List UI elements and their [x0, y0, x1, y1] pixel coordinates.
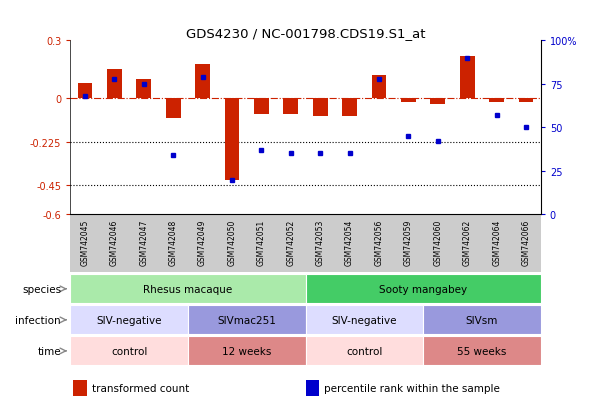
Text: control: control — [346, 346, 382, 356]
Bar — [431, 99, 445, 105]
Text: GSM742066: GSM742066 — [522, 219, 530, 266]
Bar — [460, 57, 475, 99]
Bar — [225, 99, 240, 180]
Bar — [342, 99, 357, 116]
Text: GSM742050: GSM742050 — [227, 219, 236, 266]
Bar — [70, 275, 306, 304]
Bar — [196, 64, 210, 99]
Title: GDS4230 / NC-001798.CDS19.S1_at: GDS4230 / NC-001798.CDS19.S1_at — [186, 27, 425, 40]
Text: SIV-negative: SIV-negative — [97, 315, 162, 325]
Text: time: time — [37, 346, 61, 356]
Text: GSM742054: GSM742054 — [345, 219, 354, 266]
Text: SIV-negative: SIV-negative — [332, 315, 397, 325]
Text: GSM742047: GSM742047 — [139, 219, 148, 266]
Text: Sooty mangabey: Sooty mangabey — [379, 284, 467, 294]
Text: 12 weeks: 12 weeks — [222, 346, 271, 356]
Text: species: species — [22, 284, 61, 294]
Bar — [166, 99, 180, 119]
Bar — [306, 380, 319, 396]
Text: transformed count: transformed count — [92, 383, 189, 393]
Text: GSM742051: GSM742051 — [257, 219, 266, 266]
Text: GSM742062: GSM742062 — [463, 219, 472, 266]
Bar — [401, 99, 415, 103]
Text: 55 weeks: 55 weeks — [457, 346, 507, 356]
Bar — [254, 99, 269, 114]
Bar — [70, 337, 188, 366]
Text: SIVsm: SIVsm — [466, 315, 498, 325]
Bar — [519, 99, 533, 103]
Bar — [306, 275, 541, 304]
Bar — [136, 80, 151, 99]
Bar — [313, 99, 327, 116]
Bar — [70, 306, 188, 335]
Bar — [423, 306, 541, 335]
Text: GSM742049: GSM742049 — [198, 219, 207, 266]
Text: GSM742053: GSM742053 — [316, 219, 324, 266]
Text: GSM742064: GSM742064 — [492, 219, 501, 266]
Text: GSM742048: GSM742048 — [169, 219, 178, 266]
Bar — [284, 99, 298, 114]
Bar — [73, 380, 87, 396]
Text: GSM742056: GSM742056 — [375, 219, 384, 266]
Text: Rhesus macaque: Rhesus macaque — [143, 284, 233, 294]
Text: SIVmac251: SIVmac251 — [218, 315, 276, 325]
Bar — [489, 99, 504, 103]
Bar — [188, 337, 306, 366]
Text: control: control — [111, 346, 147, 356]
Bar — [371, 76, 386, 99]
Text: GSM742045: GSM742045 — [81, 219, 89, 266]
Text: percentile rank within the sample: percentile rank within the sample — [324, 383, 500, 393]
Text: infection: infection — [15, 315, 61, 325]
Bar — [78, 84, 92, 99]
Bar — [188, 306, 306, 335]
Text: GSM742060: GSM742060 — [433, 219, 442, 266]
Bar — [107, 70, 122, 99]
Bar — [306, 337, 423, 366]
Bar — [306, 306, 423, 335]
Bar — [423, 337, 541, 366]
Text: GSM742052: GSM742052 — [287, 219, 295, 266]
Text: GSM742059: GSM742059 — [404, 219, 413, 266]
Text: GSM742046: GSM742046 — [110, 219, 119, 266]
